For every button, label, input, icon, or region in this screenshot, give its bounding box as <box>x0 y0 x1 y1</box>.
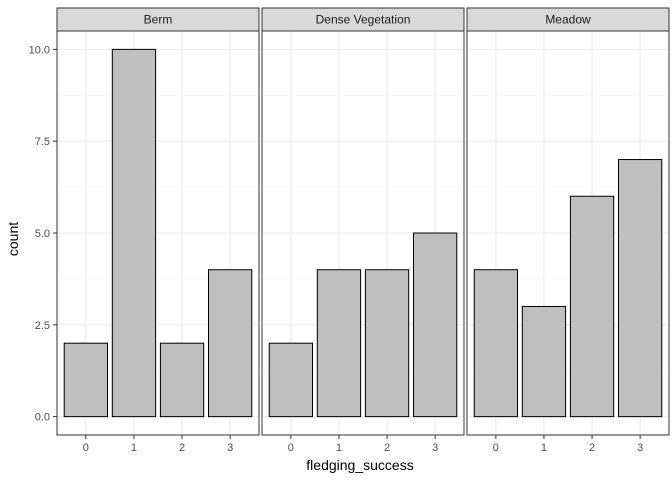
facet-strip-label: Meadow <box>545 13 591 27</box>
bar-berm-0 <box>63 342 108 418</box>
y-tick-label: 2.5 <box>35 320 50 332</box>
facet-strip <box>466 7 670 32</box>
facet-strip-label: Dense Vegetation <box>316 13 411 27</box>
bar-meadow-2 <box>569 195 615 418</box>
facet-strip <box>56 7 260 32</box>
x-axis-title: fledging_success <box>306 457 413 473</box>
facet-panels: Berm 0 1 2 3 0.0 2.5 5.0 7.5 10.0 Dense Vegetation… <box>29 7 670 454</box>
bar-berm-1 <box>111 48 157 418</box>
x-tick-label: 1 <box>131 442 137 454</box>
bar-berm-3 <box>208 269 253 418</box>
bar-dense-vegetation-1 <box>316 269 362 418</box>
bar-dense-vegetation-2 <box>364 269 410 418</box>
x-tick-label: 2 <box>589 442 595 454</box>
bar-dense-vegetation-0 <box>268 342 314 418</box>
panel-dense-vegetation: Dense Vegetation 0 1 2 3 <box>261 7 465 454</box>
facet-strip <box>261 7 465 32</box>
x-tick-label: 1 <box>541 442 547 454</box>
y-axis-title: count <box>5 222 21 256</box>
x-tick-label: 2 <box>384 442 390 454</box>
y-tick-label: 10.0 <box>29 44 50 56</box>
bar-berm-2 <box>159 342 205 418</box>
bar-meadow-3 <box>618 159 663 418</box>
x-tick-label: 2 <box>179 442 185 454</box>
facet-strip-label: Berm <box>144 13 173 27</box>
x-tick-label: 3 <box>227 442 233 454</box>
x-tick-label: 0 <box>493 442 499 454</box>
x-tick-label: 0 <box>288 442 294 454</box>
y-tick-label: 7.5 <box>35 136 50 148</box>
x-tick-label: 1 <box>336 442 342 454</box>
x-tick-label: 0 <box>83 442 89 454</box>
bar-dense-vegetation-3 <box>413 232 458 418</box>
bar-meadow-1 <box>521 305 567 418</box>
x-tick-label: 3 <box>637 442 643 454</box>
y-tick-label: 5.0 <box>35 228 50 240</box>
bar-meadow-0 <box>473 269 519 418</box>
x-tick-label: 3 <box>432 442 438 454</box>
panel-berm: Berm 0 1 2 3 0.0 2.5 5.0 7.5 10.0 <box>29 7 260 454</box>
y-tick-label: 0.0 <box>35 412 50 424</box>
panel-meadow: Meadow 0 1 2 3 <box>466 7 670 454</box>
